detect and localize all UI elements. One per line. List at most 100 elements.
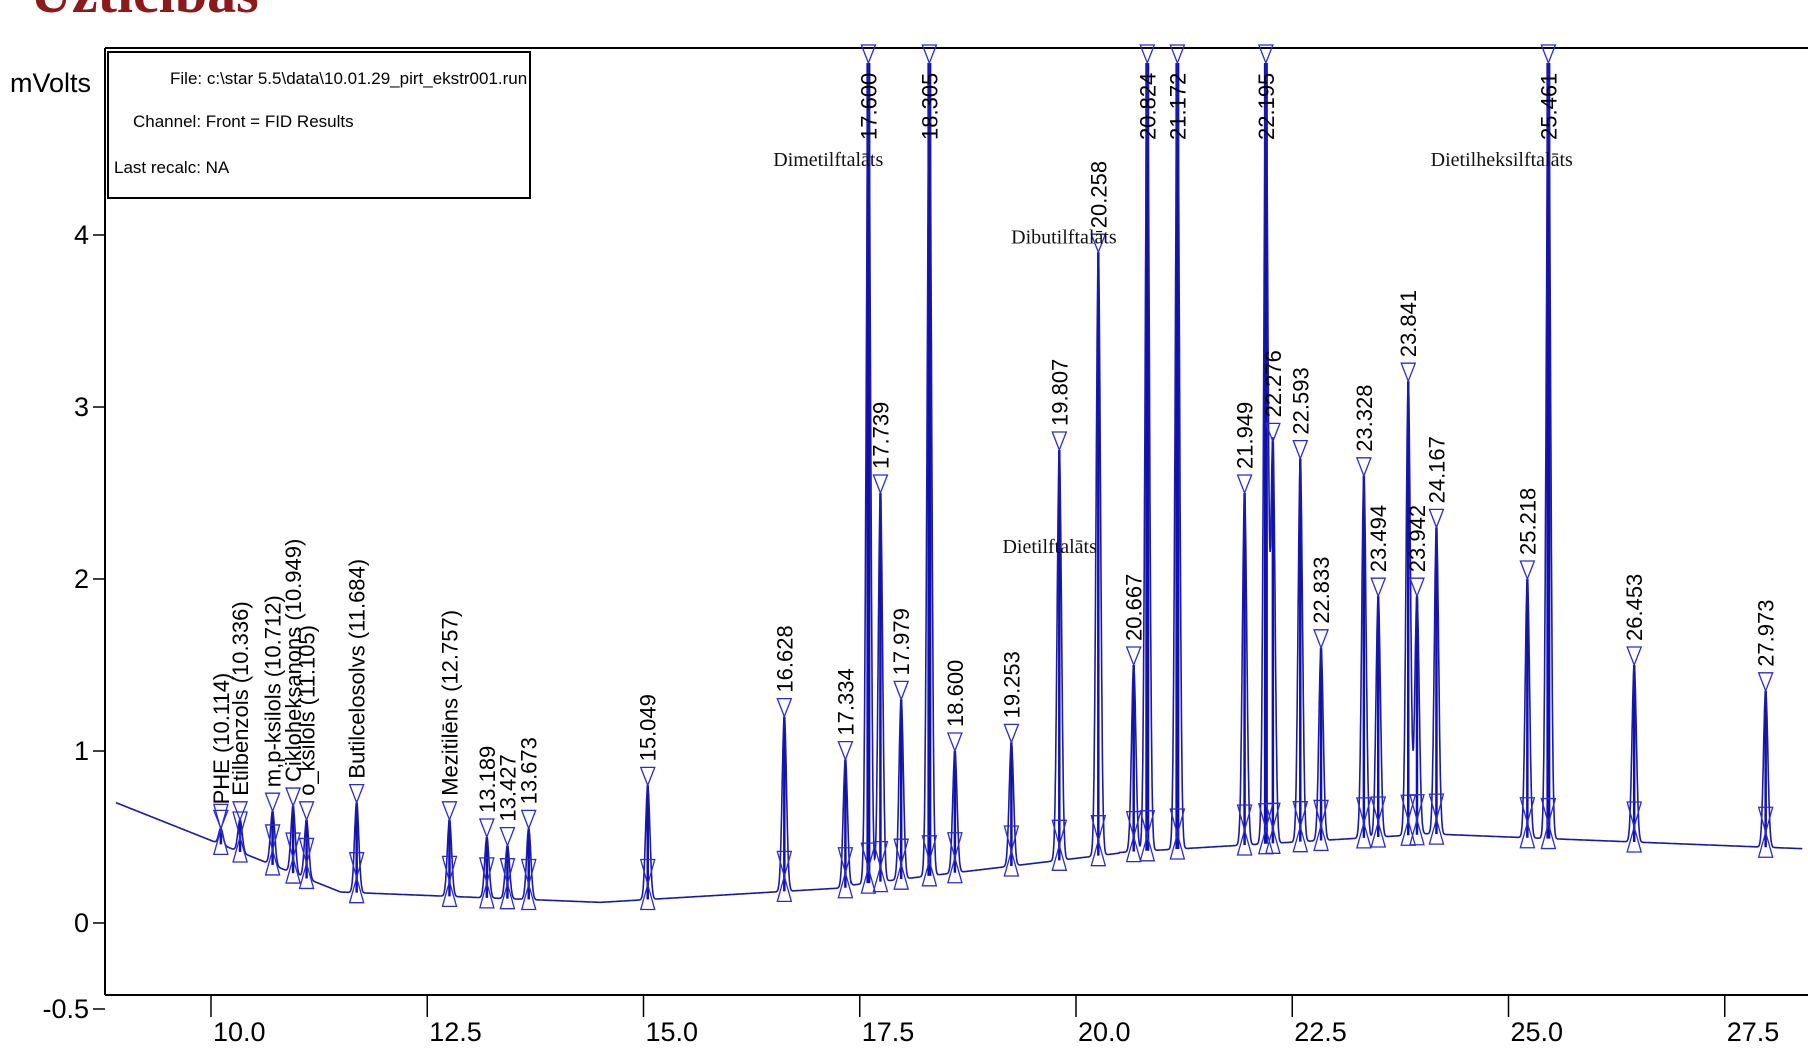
peak-apex-marker xyxy=(946,732,963,753)
peak-base-marker xyxy=(893,838,910,890)
peak-label: 15.049 xyxy=(636,694,661,761)
x-tick-label: 10.0 xyxy=(213,1017,266,1047)
peak-label: 13.427 xyxy=(495,754,520,821)
peak-apex-marker xyxy=(212,809,229,831)
peak-label: 20.824 xyxy=(1135,73,1160,140)
peak-apex-marker xyxy=(1757,672,1774,693)
peak-base-marker xyxy=(285,832,301,884)
peak-label: 17.334 xyxy=(833,668,858,735)
peak-apex-marker xyxy=(639,766,656,788)
x-tick-label: 22.5 xyxy=(1294,1017,1347,1047)
peak-base-marker xyxy=(232,811,248,863)
peak-base-marker xyxy=(1265,802,1281,854)
peak-apex-marker xyxy=(1519,560,1536,581)
peak-apex-marker xyxy=(520,809,537,831)
peak-base-marker xyxy=(1125,810,1142,863)
y-tick-label: 1 xyxy=(74,736,89,766)
peak-base-marker xyxy=(921,835,938,887)
peak-base-marker xyxy=(1003,825,1020,877)
peak-label: 22.593 xyxy=(1288,367,1313,434)
peak-base-marker xyxy=(837,847,854,899)
peak-label: Etilbenzols (10.336) xyxy=(228,601,253,795)
peak-apex-marker xyxy=(1409,577,1425,598)
plot-frame xyxy=(104,47,1808,996)
compound-annotation: Dietilheksilftalāts xyxy=(1431,149,1573,171)
y-tick-label: 4 xyxy=(74,220,89,250)
x-tick-label: 25.0 xyxy=(1511,1017,1564,1047)
y-tick-label: -0.5 xyxy=(42,994,89,1024)
peak-apex-marker xyxy=(872,474,889,495)
peak-label: 22.833 xyxy=(1309,557,1334,624)
peak-apex-marker xyxy=(441,801,458,822)
info-file: File: c:\star 5.5\data\10.01.29_pirt_eks… xyxy=(170,69,527,88)
peak-apex-marker xyxy=(1139,44,1156,65)
peak-base-marker xyxy=(1236,804,1253,856)
peak-apex-marker xyxy=(1003,723,1020,745)
x-tick-label: 15.0 xyxy=(646,1017,699,1047)
y-axis-title: mVolts xyxy=(10,68,91,98)
compound-annotation: Dimetilftalāts xyxy=(773,149,883,171)
info-last-recalc: Last recalc: NA xyxy=(114,158,230,177)
peak-label: 23.328 xyxy=(1352,385,1377,452)
peak-label: Butilcelosolvs (11.684) xyxy=(345,559,370,779)
peak-label: 23.942 xyxy=(1405,505,1430,572)
peak-label: Mezitilēns (12.757) xyxy=(437,610,462,796)
peak-base-marker xyxy=(264,824,281,876)
peak-base-marker xyxy=(1051,819,1068,871)
peak-label: 17.979 xyxy=(889,608,914,675)
peak-base-marker xyxy=(1540,797,1557,850)
peak-label: 17.739 xyxy=(868,402,893,469)
peak-base-marker xyxy=(1139,810,1156,862)
peak-base-marker xyxy=(1428,793,1445,845)
peak-apex-marker xyxy=(478,818,495,839)
peak-label: o_ksilols (11.105) xyxy=(295,625,320,796)
peak-label: 21.172 xyxy=(1165,73,1190,140)
peak-apex-marker xyxy=(1355,457,1372,478)
peak-base-marker xyxy=(1757,806,1774,858)
peak-label: 25.218 xyxy=(1515,488,1540,555)
peak-label: Cikloheksanons (10.949) xyxy=(281,539,306,782)
peak-label: 17.600 xyxy=(856,73,881,140)
peak-label: 23.841 xyxy=(1396,290,1421,357)
peak-base-marker xyxy=(947,832,963,884)
peak-apex-marker xyxy=(1313,629,1330,650)
y-tick-label: 0 xyxy=(74,908,89,938)
y-tick-label: 3 xyxy=(74,392,89,422)
peak-base-marker xyxy=(298,837,315,890)
peak-apex-marker xyxy=(776,697,793,719)
peak-base-marker xyxy=(776,850,793,903)
peak-label: 19.807 xyxy=(1047,359,1072,426)
peak-apex-marker xyxy=(264,792,281,813)
peak-apex-marker xyxy=(348,783,365,805)
x-tick-label: 17.5 xyxy=(862,1017,915,1047)
peak-label: 16.628 xyxy=(772,625,797,692)
peak-base-marker xyxy=(1519,797,1536,849)
peak-label: 26.453 xyxy=(1622,574,1647,641)
peak-label: 20.258 xyxy=(1086,161,1111,228)
peak-base-marker xyxy=(499,858,516,910)
peak-apex-marker xyxy=(893,680,910,702)
compound-annotation: Dietilftalāts xyxy=(1002,536,1097,558)
peak-apex-marker xyxy=(860,44,877,65)
peak-label: 21.949 xyxy=(1233,402,1258,469)
info-channel: Channel: Front = FID Results xyxy=(133,112,354,131)
peak-apex-marker xyxy=(921,44,938,65)
peak-base-marker xyxy=(1090,815,1107,867)
peak-label: 13.673 xyxy=(517,737,542,804)
peak-label: 23.494 xyxy=(1366,505,1391,572)
peak-apex-marker xyxy=(232,801,249,822)
peak-apex-marker xyxy=(1125,646,1142,667)
peak-label: 25.461 xyxy=(1536,73,1561,140)
peak-apex-marker xyxy=(1428,508,1445,530)
peak-base-marker xyxy=(441,855,458,908)
y-axis: -0.5 0 1 2 3 4 xyxy=(42,220,105,1024)
peak-base-marker xyxy=(1313,799,1329,852)
peak-markers xyxy=(212,44,1774,911)
x-axis: 10.0 12.5 15.0 17.5 20.0 22.5 25.0 27.5 xyxy=(210,995,1779,1047)
peak-labels: PHE (10.114)Etilbenzols (10.336) m,p-ksil… xyxy=(209,73,1779,822)
peak-base-marker xyxy=(348,852,365,904)
peak-base-marker xyxy=(1169,808,1186,860)
peak-label: 24.167 xyxy=(1424,436,1449,503)
logo-wordmark: Uzticības xyxy=(30,0,259,25)
